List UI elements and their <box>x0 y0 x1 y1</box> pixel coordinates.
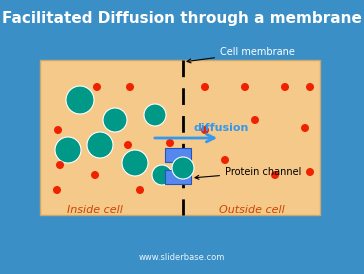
Bar <box>40 60 320 215</box>
Circle shape <box>281 83 289 91</box>
Circle shape <box>306 83 314 91</box>
Circle shape <box>53 186 61 194</box>
Text: Inside cell: Inside cell <box>67 205 123 215</box>
Circle shape <box>103 108 127 132</box>
Text: diffusion: diffusion <box>193 123 248 133</box>
Text: Protein channel: Protein channel <box>195 167 301 179</box>
Circle shape <box>301 124 309 132</box>
Circle shape <box>201 83 209 91</box>
Text: Outside cell: Outside cell <box>219 205 285 215</box>
Bar <box>165 148 191 162</box>
Circle shape <box>241 83 249 91</box>
Circle shape <box>152 165 172 185</box>
Circle shape <box>93 83 101 91</box>
Circle shape <box>55 137 81 163</box>
Text: www.sliderbase.com: www.sliderbase.com <box>139 253 225 262</box>
Circle shape <box>91 171 99 179</box>
Circle shape <box>122 150 148 176</box>
Circle shape <box>136 186 144 194</box>
Circle shape <box>56 161 64 169</box>
Circle shape <box>306 168 314 176</box>
Circle shape <box>144 104 166 126</box>
Text: Cell membrane: Cell membrane <box>187 47 295 63</box>
Circle shape <box>221 156 229 164</box>
Text: Facilitated Diffusion through a membrane: Facilitated Diffusion through a membrane <box>2 10 362 25</box>
Circle shape <box>271 171 279 179</box>
Circle shape <box>172 157 194 179</box>
Circle shape <box>201 126 209 134</box>
Bar <box>165 170 191 184</box>
Circle shape <box>251 116 259 124</box>
Circle shape <box>166 139 174 147</box>
Circle shape <box>66 86 94 114</box>
Circle shape <box>87 132 113 158</box>
Circle shape <box>124 141 132 149</box>
Circle shape <box>126 83 134 91</box>
Circle shape <box>54 126 62 134</box>
